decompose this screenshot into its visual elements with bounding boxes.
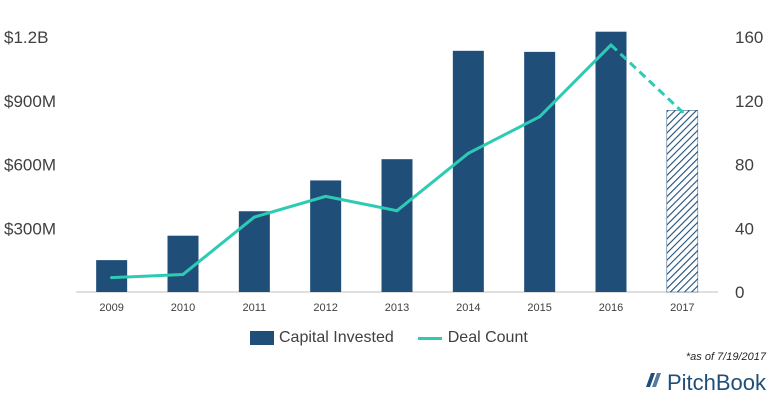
as-of-note: *as of 7/19/2017	[685, 351, 766, 363]
x-axis-tick-label: 2010	[171, 302, 195, 314]
x-axis-tick-label: 2013	[385, 302, 409, 314]
x-axis-tick-label: 2017	[670, 302, 694, 314]
legend-swatch-capital-invested	[250, 331, 274, 345]
right-axis-tick-label: 120	[735, 92, 763, 111]
point-deal-count	[324, 194, 328, 198]
pitchbook-logo: PitchBook	[643, 370, 766, 396]
x-axis-tick-label: 2015	[527, 302, 551, 314]
point-deal-count	[680, 110, 684, 114]
left-axis-tick-label: $900M	[4, 92, 56, 111]
left-axis-tick-label: $300M	[4, 219, 56, 238]
legend-label-capital-invested: Capital Invested	[279, 329, 394, 346]
point-deal-count	[110, 276, 114, 280]
legend-item-capital-invested: Capital Invested	[250, 329, 394, 347]
x-axis-tick-label: 2014	[456, 302, 480, 314]
right-axis-tick-label: 80	[735, 156, 754, 175]
point-deal-count	[252, 215, 256, 219]
bar-capital-invested	[167, 235, 199, 292]
bar-capital-invested	[452, 50, 484, 292]
legend-item-deal-count: Deal Count	[417, 329, 528, 347]
chart-legend: Capital Invested Deal Count	[250, 325, 552, 351]
x-axis-tick-label: 2011	[243, 302, 267, 314]
point-deal-count	[466, 151, 470, 155]
x-axis-tick-label: 2012	[313, 302, 337, 314]
legend-label-deal-count: Deal Count	[447, 329, 528, 346]
line-deal-count	[110, 43, 613, 280]
bar-capital-invested	[595, 31, 627, 292]
left-axis-tick-label: $600M	[4, 156, 56, 175]
left-axis-tick-label: $1.2B	[4, 28, 48, 47]
pitchbook-logo-icon	[643, 370, 663, 396]
right-axis-tick-label: 0	[735, 283, 744, 302]
point-deal-count	[538, 115, 542, 119]
pitchbook-logo-text: PitchBook	[666, 370, 766, 395]
right-axis-tick-label: 160	[735, 28, 763, 47]
line-deal-count-projected	[609, 43, 684, 114]
bar-capital-invested	[381, 159, 413, 292]
legend-swatch-deal-count	[417, 336, 442, 340]
x-axis-tick-label: 2016	[599, 302, 623, 314]
chart: $300M $600M $900M $1.2B 0 40 80 120 160 2009 2010 2…	[4, 28, 763, 314]
bar-capital-invested	[238, 211, 270, 292]
bar-capital-invested	[524, 51, 556, 292]
point-deal-count	[181, 272, 185, 276]
x-axis-tick-label: 2009	[99, 302, 123, 314]
point-deal-count	[609, 43, 613, 47]
right-axis-tick-label: 40	[735, 219, 754, 238]
bar-capital-invested-partial	[666, 110, 699, 293]
point-deal-count	[395, 209, 399, 213]
